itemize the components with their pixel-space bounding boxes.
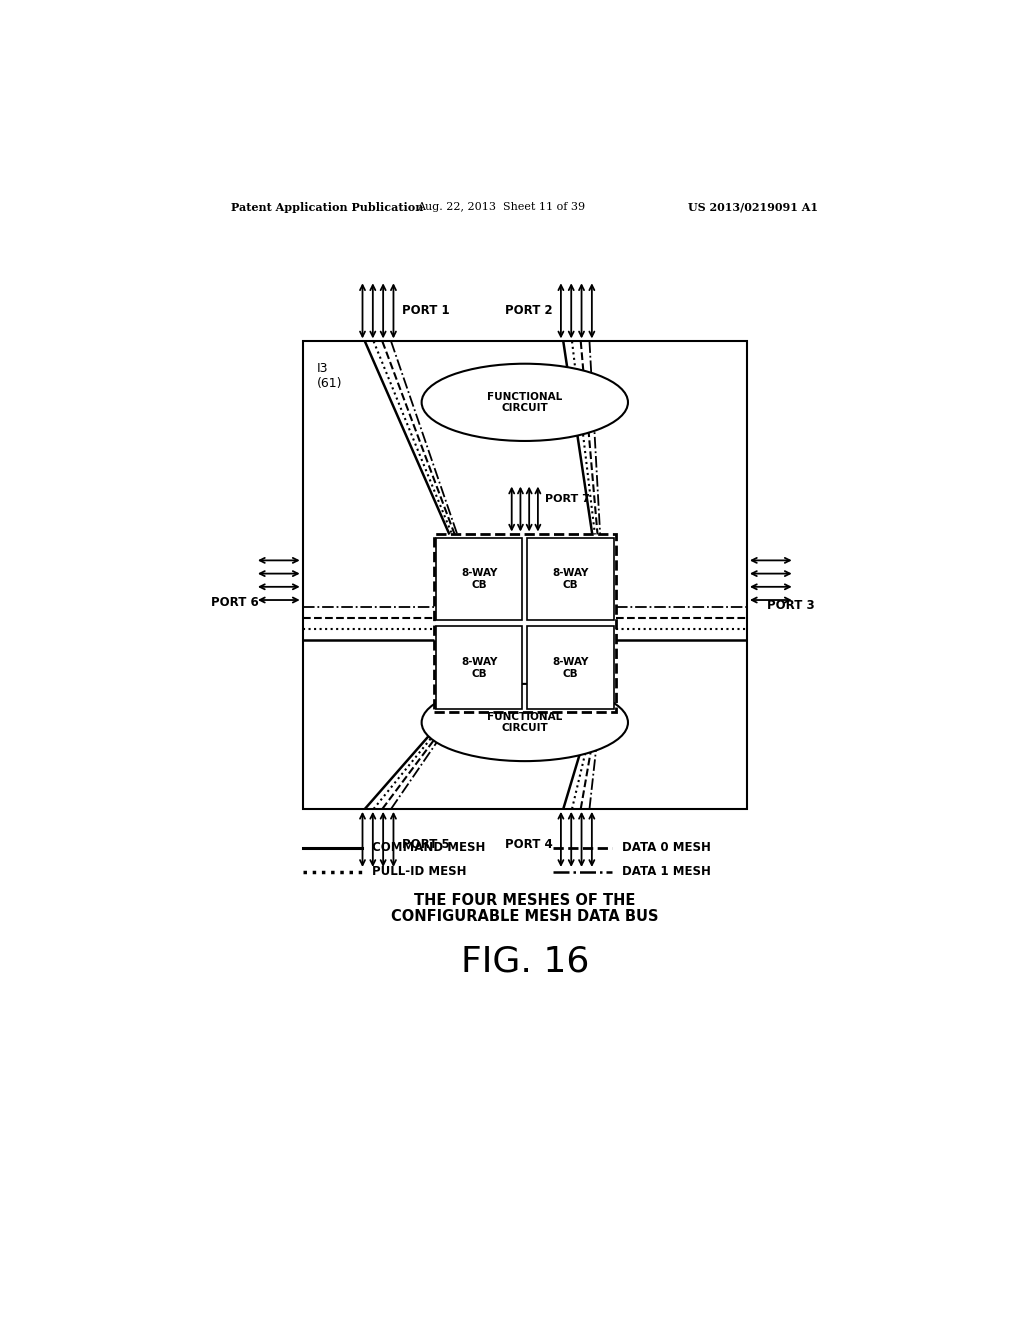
Bar — [527, 537, 613, 620]
Text: FUNCTIONAL
CIRCUIT: FUNCTIONAL CIRCUIT — [487, 392, 562, 413]
Text: US 2013/0219091 A1: US 2013/0219091 A1 — [688, 202, 818, 213]
Text: 8-WAY
CB: 8-WAY CB — [461, 568, 498, 590]
Text: PORT 6: PORT 6 — [211, 597, 259, 609]
Text: DATA 0 MESH: DATA 0 MESH — [622, 841, 711, 854]
Text: 8-WAY
CB: 8-WAY CB — [461, 657, 498, 678]
Text: PORT 7: PORT 7 — [545, 494, 590, 504]
Text: PORT 4: PORT 4 — [505, 838, 553, 851]
Text: PULL-ID MESH: PULL-ID MESH — [372, 866, 466, 878]
Text: DATA 1 MESH: DATA 1 MESH — [622, 866, 711, 878]
Text: THE FOUR MESHES OF THE: THE FOUR MESHES OF THE — [414, 892, 636, 908]
Bar — [436, 537, 522, 620]
Text: PORT 5: PORT 5 — [401, 838, 450, 851]
Text: I3
(61): I3 (61) — [316, 362, 342, 389]
Text: PORT 8: PORT 8 — [545, 722, 590, 733]
Ellipse shape — [422, 364, 628, 441]
Text: PORT 1: PORT 1 — [401, 305, 450, 317]
Text: CONFIGURABLE MESH DATA BUS: CONFIGURABLE MESH DATA BUS — [391, 909, 658, 924]
Text: FUNCTIONAL
CIRCUIT: FUNCTIONAL CIRCUIT — [487, 711, 562, 734]
Text: 8-WAY
CB: 8-WAY CB — [552, 657, 589, 678]
Text: PORT 3: PORT 3 — [767, 599, 814, 612]
Text: Aug. 22, 2013  Sheet 11 of 39: Aug. 22, 2013 Sheet 11 of 39 — [417, 202, 585, 213]
Bar — [436, 627, 522, 709]
Ellipse shape — [422, 684, 628, 762]
Text: COMMAND MESH: COMMAND MESH — [372, 841, 485, 854]
Bar — [303, 342, 748, 809]
Text: Patent Application Publication: Patent Application Publication — [231, 202, 424, 213]
Bar — [527, 627, 613, 709]
Text: PORT 2: PORT 2 — [505, 305, 553, 317]
Text: FIG. 16: FIG. 16 — [461, 944, 589, 978]
Bar — [433, 535, 616, 713]
Text: 8-WAY
CB: 8-WAY CB — [552, 568, 589, 590]
